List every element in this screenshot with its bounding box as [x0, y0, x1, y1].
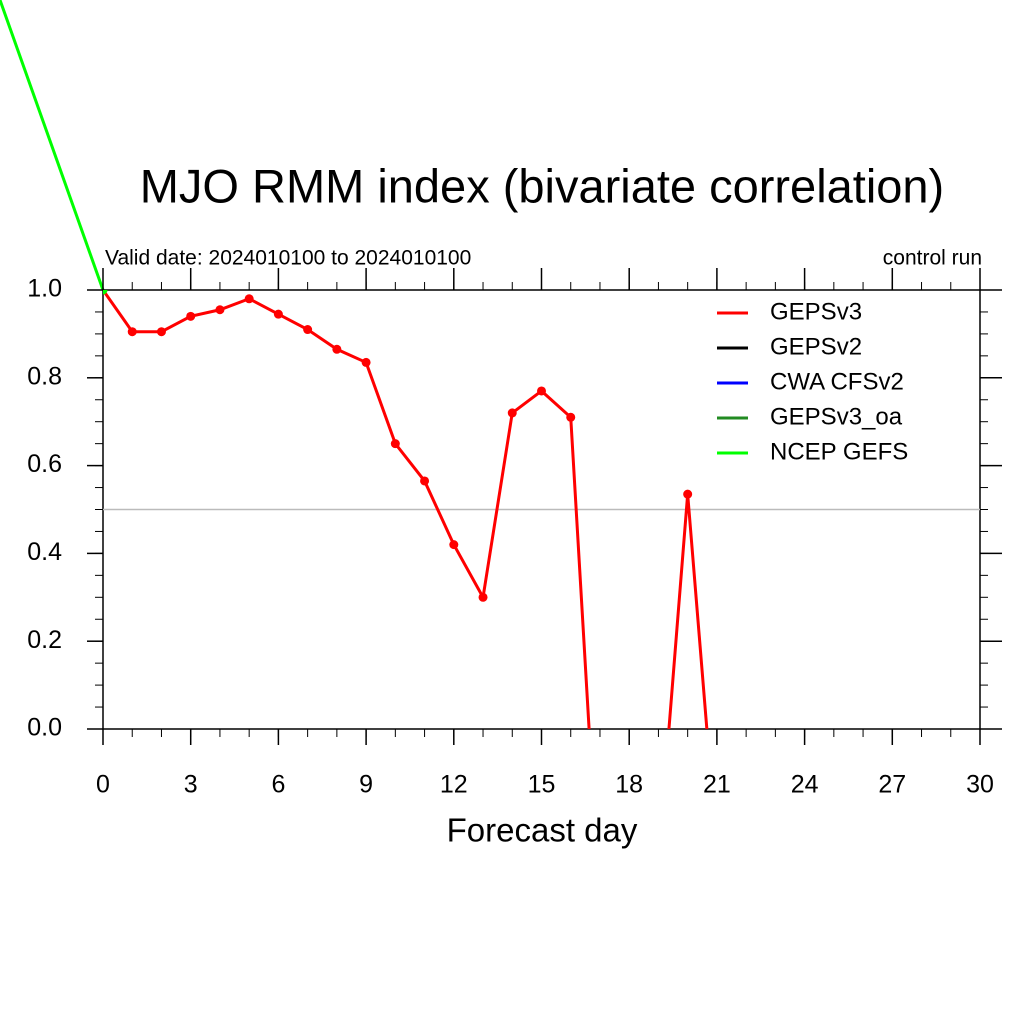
x-tick-label: 18	[615, 771, 643, 799]
x-tick-label: 27	[878, 771, 906, 799]
subtitle-right: control run	[883, 247, 982, 270]
data-point	[303, 325, 313, 335]
x-tick-label: 6	[271, 771, 285, 799]
data-point	[273, 309, 283, 319]
data-point	[449, 540, 459, 550]
data-point	[186, 311, 196, 321]
data-point	[390, 439, 400, 449]
data-point	[361, 357, 371, 367]
data-point	[537, 386, 546, 396]
x-tick-label: 21	[703, 771, 731, 799]
y-tick-label: 0.8	[27, 362, 62, 390]
data-point	[478, 592, 488, 602]
x-tick-label: 3	[184, 771, 198, 799]
data-point	[420, 476, 430, 486]
legend-label: CWA CFSv2	[770, 368, 904, 395]
x-tick-label: 15	[528, 771, 556, 799]
subtitle-left: Valid date: 2024010100 to 2024010100	[105, 247, 471, 270]
legend-label: GEPSv2	[770, 333, 862, 360]
chart-title: MJO RMM index (bivariate correlation)	[140, 159, 944, 212]
data-point	[244, 294, 254, 304]
data-point	[156, 327, 166, 337]
stray-line	[0, 0, 105, 291]
data-point	[332, 344, 342, 354]
legend-label: GEPSv3	[770, 298, 862, 325]
plot-area	[103, 290, 721, 918]
data-point	[566, 412, 576, 422]
data-point	[654, 856, 663, 865]
series-line	[103, 290, 709, 729]
legend-label: NCEP GEFS	[770, 438, 908, 465]
data-point	[595, 909, 604, 918]
x-tick-label: 0	[96, 771, 110, 799]
data-point	[712, 847, 721, 856]
data-point	[507, 408, 517, 418]
x-tick-label: 9	[359, 771, 373, 799]
data-point	[103, 290, 108, 295]
y-tick-label: 0.6	[27, 450, 62, 478]
y-tick-label: 0.4	[27, 538, 62, 566]
x-tick-label: 24	[791, 771, 819, 799]
data-point	[215, 305, 225, 315]
y-tick-label: 0.0	[27, 714, 62, 742]
x-tick-label: 12	[440, 771, 468, 799]
x-axis-label: Forecast day	[447, 812, 638, 849]
x-tick-label: 30	[966, 771, 994, 799]
data-point	[127, 327, 137, 337]
data-point	[625, 900, 634, 909]
data-point	[683, 489, 693, 499]
y-tick-label: 0.2	[27, 626, 62, 654]
legend-label: GEPSv3_oa	[770, 403, 903, 430]
y-tick-label: 1.0	[27, 275, 62, 303]
